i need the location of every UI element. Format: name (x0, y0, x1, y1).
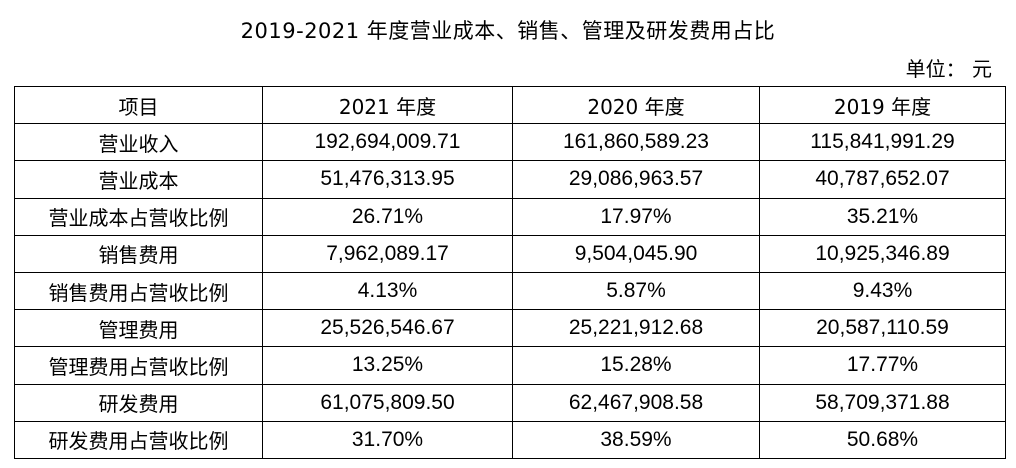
table-row: 营业收入 192,694,009.71 161,860,589.23 115,8… (14, 123, 1006, 162)
row-label: 研发费用占营收比例 (14, 420, 263, 459)
unit-label: 单位： 元 (905, 57, 992, 81)
cell-2020: 29,086,963.57 (512, 160, 760, 199)
row-label: 营业成本占营收比例 (14, 197, 263, 236)
expense-ratio-table: 项目 2021 年度 2020 年度 2019 年度 营业收入 192,694,… (14, 85, 1006, 459)
table-row: 销售费用占营收比例 4.13% 5.87% 9.43% (14, 271, 1006, 311)
cell-2020: 15.28% (512, 346, 760, 385)
table-header-row: 项目 2021 年度 2020 年度 2019 年度 (14, 85, 1006, 125)
table-row: 管理费用 25,526,546.67 25,221,912.68 20,587,… (14, 309, 1006, 348)
cell-2019: 40,787,652.07 (759, 160, 1006, 199)
cell-2021: 192,694,009.71 (262, 123, 513, 162)
cell-2021: 7,962,089.17 (262, 234, 513, 273)
cell-2019: 17.77% (759, 346, 1006, 385)
table-row: 营业成本占营收比例 26.71% 17.97% 35.21% (14, 197, 1006, 236)
header-item: 项目 (14, 85, 263, 125)
row-label: 管理费用占营收比例 (14, 346, 263, 385)
cell-2021: 51,476,313.95 (262, 160, 513, 199)
cell-2020: 25,221,912.68 (512, 309, 760, 348)
header-2020: 2020 年度 (512, 85, 760, 125)
cell-2021: 26.71% (262, 197, 513, 236)
table-row: 研发费用占营收比例 31.70% 38.59% 50.68% (14, 420, 1006, 459)
cell-2020: 5.87% (512, 271, 760, 311)
table-row: 销售费用 7,962,089.17 9,504,045.90 10,925,34… (14, 234, 1006, 273)
cell-2020: 17.97% (512, 197, 760, 236)
header-2021: 2021 年度 (262, 85, 513, 125)
cell-2019: 35.21% (759, 197, 1006, 236)
cell-2019: 50.68% (759, 420, 1006, 459)
cell-2019: 58,709,371.88 (759, 383, 1006, 422)
row-label: 营业收入 (14, 123, 263, 162)
row-label: 销售费用占营收比例 (14, 271, 263, 311)
cell-2021: 61,075,809.50 (262, 383, 513, 422)
cell-2021: 4.13% (262, 271, 513, 311)
cell-2019: 115,841,991.29 (759, 123, 1006, 162)
table-row: 营业成本 51,476,313.95 29,086,963.57 40,787,… (14, 160, 1006, 199)
cell-2021: 25,526,546.67 (262, 309, 513, 348)
cell-2019: 9.43% (759, 271, 1006, 311)
row-label: 营业成本 (14, 160, 263, 199)
row-label: 销售费用 (14, 234, 263, 273)
document-title: 2019-2021 年度营业成本、销售、管理及研发费用占比 (240, 19, 776, 43)
cell-2020: 38.59% (512, 420, 760, 459)
cell-2020: 161,860,589.23 (512, 123, 760, 162)
row-label: 管理费用 (14, 309, 263, 348)
table-row: 研发费用 61,075,809.50 62,467,908.58 58,709,… (14, 383, 1006, 422)
cell-2020: 62,467,908.58 (512, 383, 760, 422)
cell-2019: 20,587,110.59 (759, 309, 1006, 348)
cell-2020: 9,504,045.90 (512, 234, 760, 273)
header-2019: 2019 年度 (759, 85, 1006, 125)
table-row: 管理费用占营收比例 13.25% 15.28% 17.77% (14, 346, 1006, 385)
cell-2021: 13.25% (262, 346, 513, 385)
row-label: 研发费用 (14, 383, 263, 422)
cell-2019: 10,925,346.89 (759, 234, 1006, 273)
cell-2021: 31.70% (262, 420, 513, 459)
